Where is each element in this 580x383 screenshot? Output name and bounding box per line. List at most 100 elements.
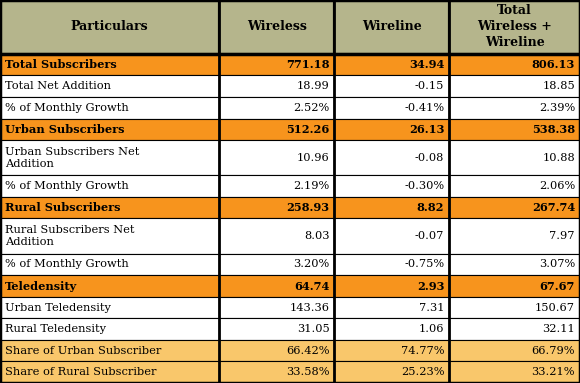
Bar: [0, 218, 219, 254]
Text: 806.13: 806.13: [532, 59, 575, 70]
Bar: [219, 275, 335, 297]
Text: 10.96: 10.96: [296, 153, 329, 163]
Text: 67.67: 67.67: [539, 280, 575, 291]
Text: 26.13: 26.13: [409, 124, 444, 135]
Bar: [450, 140, 580, 175]
Bar: [335, 254, 450, 275]
Bar: [450, 118, 580, 140]
Bar: [219, 362, 335, 383]
Text: 33.58%: 33.58%: [286, 367, 329, 377]
Text: -0.75%: -0.75%: [404, 259, 444, 270]
Text: 143.36: 143.36: [289, 303, 329, 313]
Bar: [450, 75, 580, 97]
Text: 2.93: 2.93: [417, 280, 444, 291]
Bar: [335, 197, 450, 218]
Bar: [450, 218, 580, 254]
Text: 32.11: 32.11: [542, 324, 575, 334]
Text: 2.52%: 2.52%: [293, 103, 329, 113]
Text: 10.88: 10.88: [542, 153, 575, 163]
Text: Share of Urban Subscriber: Share of Urban Subscriber: [5, 346, 161, 356]
Text: 31.05: 31.05: [296, 324, 329, 334]
Text: Rural Subscribers Net
Addition: Rural Subscribers Net Addition: [5, 225, 135, 247]
Bar: [219, 54, 335, 75]
Text: 3.07%: 3.07%: [539, 259, 575, 270]
Text: 258.93: 258.93: [287, 202, 329, 213]
Text: 538.38: 538.38: [532, 124, 575, 135]
Text: % of Monthly Growth: % of Monthly Growth: [5, 181, 129, 191]
Text: Rural Subscribers: Rural Subscribers: [5, 202, 121, 213]
Bar: [450, 97, 580, 118]
Text: Total Subscribers: Total Subscribers: [5, 59, 117, 70]
Text: Wireline: Wireline: [362, 20, 422, 33]
Text: 8.82: 8.82: [417, 202, 444, 213]
Bar: [335, 340, 450, 362]
Text: 1.06: 1.06: [419, 324, 444, 334]
Bar: [0, 175, 219, 197]
Bar: [335, 218, 450, 254]
Bar: [0, 140, 219, 175]
Bar: [450, 297, 580, 318]
Bar: [450, 362, 580, 383]
Bar: [0, 197, 219, 218]
Bar: [450, 318, 580, 340]
Bar: [450, 54, 580, 75]
Bar: [0, 118, 219, 140]
Text: 66.79%: 66.79%: [531, 346, 575, 356]
Bar: [335, 97, 450, 118]
Bar: [219, 197, 335, 218]
Bar: [450, 197, 580, 218]
Text: 64.74: 64.74: [294, 280, 329, 291]
Bar: [450, 254, 580, 275]
Text: Urban Subscribers: Urban Subscribers: [5, 124, 125, 135]
Bar: [0, 340, 219, 362]
Text: Rural Teledensity: Rural Teledensity: [5, 324, 106, 334]
Bar: [450, 275, 580, 297]
Bar: [219, 340, 335, 362]
Text: % of Monthly Growth: % of Monthly Growth: [5, 259, 129, 270]
Bar: [219, 297, 335, 318]
Text: 74.77%: 74.77%: [401, 346, 444, 356]
Bar: [219, 118, 335, 140]
Text: 267.74: 267.74: [532, 202, 575, 213]
Text: 34.94: 34.94: [409, 59, 444, 70]
Bar: [219, 318, 335, 340]
Text: -0.07: -0.07: [415, 231, 444, 241]
Text: % of Monthly Growth: % of Monthly Growth: [5, 103, 129, 113]
Text: 18.85: 18.85: [542, 81, 575, 91]
Text: 2.39%: 2.39%: [539, 103, 575, 113]
Bar: [0, 0, 219, 54]
Bar: [219, 218, 335, 254]
Bar: [450, 0, 580, 54]
Bar: [0, 297, 219, 318]
Bar: [219, 254, 335, 275]
Text: Share of Rural Subscriber: Share of Rural Subscriber: [5, 367, 157, 377]
Bar: [335, 318, 450, 340]
Text: 771.18: 771.18: [286, 59, 329, 70]
Text: Teledensity: Teledensity: [5, 280, 77, 291]
Text: Wireless: Wireless: [247, 20, 307, 33]
Bar: [219, 0, 335, 54]
Text: Urban Teledensity: Urban Teledensity: [5, 303, 111, 313]
Text: 33.21%: 33.21%: [531, 367, 575, 377]
Bar: [335, 0, 450, 54]
Bar: [0, 362, 219, 383]
Bar: [335, 297, 450, 318]
Bar: [0, 75, 219, 97]
Text: 512.26: 512.26: [286, 124, 329, 135]
Text: 18.99: 18.99: [296, 81, 329, 91]
Bar: [335, 54, 450, 75]
Text: 7.31: 7.31: [419, 303, 444, 313]
Bar: [0, 54, 219, 75]
Bar: [335, 275, 450, 297]
Text: Total Net Addition: Total Net Addition: [5, 81, 111, 91]
Text: 25.23%: 25.23%: [401, 367, 444, 377]
Text: -0.08: -0.08: [415, 153, 444, 163]
Bar: [335, 75, 450, 97]
Text: 7.97: 7.97: [549, 231, 575, 241]
Bar: [335, 362, 450, 383]
Bar: [219, 75, 335, 97]
Bar: [450, 340, 580, 362]
Text: 8.03: 8.03: [304, 231, 329, 241]
Text: Particulars: Particulars: [71, 20, 148, 33]
Bar: [0, 97, 219, 118]
